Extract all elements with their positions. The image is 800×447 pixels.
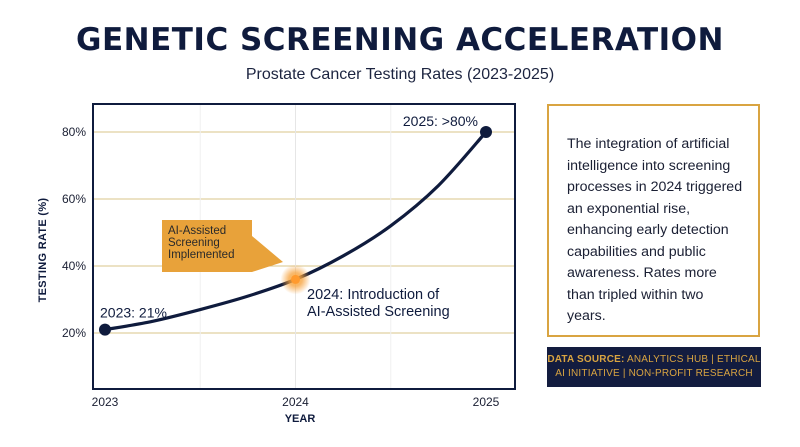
x-tick-label: 2023	[92, 395, 119, 409]
x-axis-label: YEAR	[284, 413, 316, 425]
plot-frame	[92, 103, 516, 390]
x-tick-label: 2024	[282, 395, 309, 409]
glow-marker-core	[291, 274, 300, 284]
y-axis-label: TESTING RATE (%)	[37, 197, 49, 303]
event-annotation-line: AI-Assisted Screening	[307, 304, 450, 320]
data-source-label: DATA SOURCE:	[547, 354, 625, 365]
chart-title: GENETIC SCREENING ACCELERATION	[76, 22, 724, 58]
data-label: 2023: 21%	[100, 305, 167, 321]
data-point	[99, 323, 111, 336]
y-tick-label: 80%	[62, 125, 86, 139]
data-point	[480, 126, 492, 138]
y-tick-label: 20%	[62, 326, 86, 340]
chart-subtitle: Prostate Cancer Testing Rates (2023-2025…	[245, 66, 555, 83]
callout-text-line: AI-Assisted	[168, 225, 226, 237]
insight-panel: The integration of artificial intelligen…	[547, 104, 760, 337]
x-tick-label: 2025	[473, 395, 500, 409]
event-annotation-line: 2024: Introduction of	[307, 287, 440, 303]
callout-arrow-box	[162, 220, 283, 272]
y-tick-label: 60%	[62, 192, 86, 206]
data-source-banner: DATA SOURCE: ANALYTICS HUB | ETHICAL AI …	[547, 347, 761, 387]
callout-text-line: Implemented	[168, 249, 234, 261]
callout-text-line: Screening	[168, 237, 220, 249]
data-label: 2025: >80%	[403, 113, 478, 129]
data-source-text: ANALYTICS HUB | ETHICAL AI INITIATIVE | …	[555, 354, 761, 379]
y-tick-label: 40%	[62, 259, 86, 273]
insight-text: The integration of artificial intelligen…	[567, 136, 743, 324]
